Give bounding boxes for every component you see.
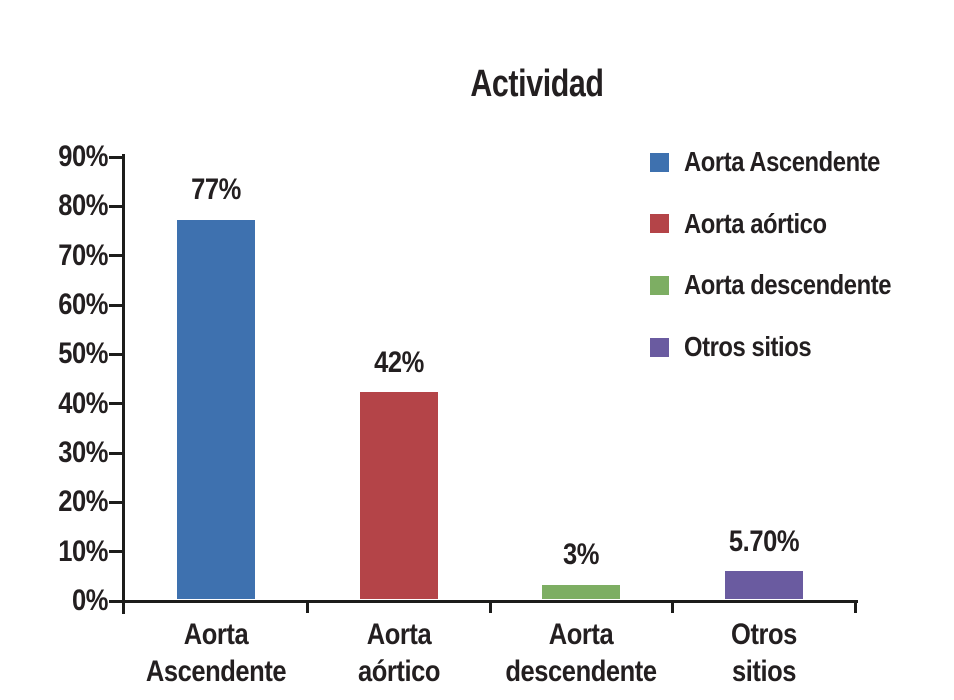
y-tick-label: 50%: [58, 337, 108, 371]
bar: [724, 571, 803, 600]
x-tick: [306, 600, 309, 613]
y-tick: [109, 500, 123, 504]
y-tick: [109, 303, 123, 307]
x-category-label: Aorta Ascendente: [146, 618, 287, 688]
y-tick-label: 60%: [58, 288, 108, 321]
x-tick: [488, 600, 492, 613]
y-tick-label: 20%: [58, 485, 108, 519]
y-tick: [109, 155, 123, 159]
x-category-label: Otros sitios: [730, 618, 797, 688]
y-tick: [109, 550, 123, 554]
y-tick: [109, 204, 123, 208]
x-tick: [853, 600, 857, 613]
bar-value-label: 42%: [373, 345, 424, 379]
y-tick-label: 40%: [58, 386, 108, 420]
x-tick: [671, 600, 674, 613]
bar: [542, 584, 621, 600]
y-axis-line: [122, 154, 125, 614]
y-tick-label: 10%: [58, 534, 108, 568]
x-category-label: Aorta aórtico: [357, 618, 440, 688]
y-tick: [109, 451, 123, 455]
y-tick-label: 0%: [71, 584, 108, 617]
y-tick: [109, 402, 123, 406]
legend-item: Otros sitios: [650, 331, 834, 363]
x-axis-line: [110, 599, 858, 603]
y-tick-label: 30%: [58, 436, 108, 469]
legend-item: Aorta Ascendente: [650, 146, 915, 177]
bar: [177, 219, 256, 600]
y-tick-label: 90%: [58, 140, 108, 173]
legend-swatch: [650, 152, 669, 172]
y-tick-label: 70%: [58, 238, 108, 272]
bar: [359, 392, 438, 600]
legend-label: Aorta Ascendente: [684, 146, 880, 177]
legend-item: Aorta descendente: [650, 269, 928, 301]
bar-value-label: 5.70%: [728, 524, 800, 558]
legend-swatch: [650, 214, 669, 234]
y-tick: [109, 599, 123, 603]
legend-item: Aorta aórtico: [650, 207, 852, 239]
bar-value-label: 77%: [191, 173, 242, 207]
y-tick-label: 80%: [58, 189, 108, 223]
y-tick: [109, 352, 123, 356]
legend-swatch: [650, 337, 669, 357]
legend-label: Aorta aórtico: [684, 207, 827, 239]
legend-swatch: [650, 275, 669, 295]
legend-label: Otros sitios: [684, 331, 812, 363]
x-category-label: Aorta descendente: [505, 618, 658, 688]
bar-value-label: 3%: [563, 538, 600, 572]
y-tick: [109, 254, 123, 258]
legend-label: Aorta descendente: [684, 269, 892, 301]
chart-title: Actividad: [470, 63, 604, 105]
